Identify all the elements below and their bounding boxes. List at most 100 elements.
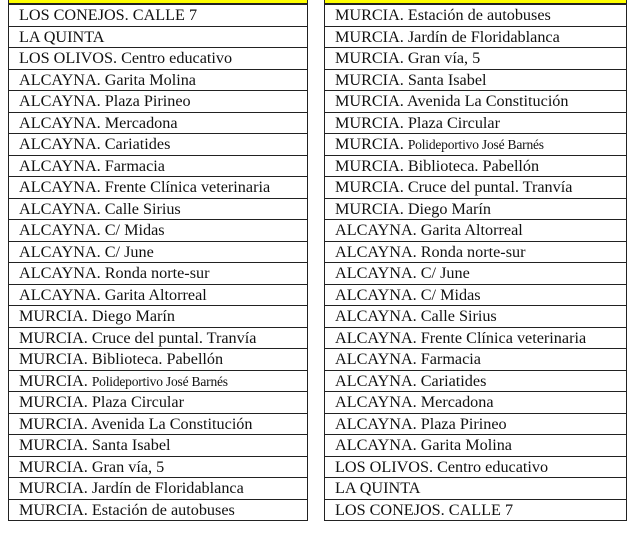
table-row: ALCAYNA. Ronda norte-sur [324, 241, 627, 263]
table-row: ALCAYNA. Cariatides [8, 134, 308, 156]
table-row: MURCIA. Santa Isabel [324, 69, 627, 91]
table-row: MURCIA. Diego Marín [324, 198, 627, 220]
table-row: MURCIA. Estación de autobuses [324, 4, 627, 27]
stop-name: ALCAYNA. Garita Altorreal [335, 221, 523, 239]
stop-name: LOS OLIVOS. Centro educativo [335, 457, 549, 476]
table-row: LA QUINTA [8, 26, 308, 48]
stop-name: MURCIA. Diego Marín [335, 199, 492, 218]
stop-name: MURCIA. [19, 371, 88, 390]
table-row: ALCAYNA. Farmacia [8, 155, 308, 177]
stop-name: ALCAYNA. Calle Sirius [335, 307, 497, 325]
stop-name: MURCIA. [335, 135, 404, 153]
stop-name: ALCAYNA. Calle Sirius [19, 199, 181, 218]
stop-name: ALCAYNA. Ronda norte-sur [19, 264, 210, 282]
stop-name: LOS CONEJOS. CALLE 7 [19, 6, 198, 24]
stop-name: ALCAYNA. Frente Clínica veterinaria [335, 328, 587, 347]
table-row: MURCIA. Gran vía, 5 [8, 456, 308, 478]
stop-name: MURCIA. Estación de autobuses [335, 6, 551, 24]
stop-name: ALCAYNA. Garita Molina [335, 436, 512, 454]
table-row: MURCIA. Polideportivo José Barnés [324, 134, 627, 156]
stop-name: MURCIA. Diego Marín [19, 307, 176, 325]
table-row: ALCAYNA. Garita Altorreal [8, 284, 308, 306]
stop-name: ALCAYNA. Garita Altorreal [19, 285, 207, 304]
table-row: LOS CONEJOS. CALLE 7 [324, 499, 627, 521]
table-row: ALCAYNA. Garita Altorreal [324, 220, 627, 242]
table-row: ALCAYNA. C/ June [324, 263, 627, 285]
return-stops-table: MURCIA. Estación de autobuses MURCIA. Jar… [324, 0, 627, 521]
stop-name: MURCIA. Santa Isabel [335, 70, 487, 89]
stop-name: MURCIA. Gran vía, 5 [19, 457, 165, 476]
stop-name: MURCIA. Gran vía, 5 [335, 49, 481, 67]
table-row: ALCAYNA. Calle Sirius [324, 306, 627, 328]
stop-name: LA QUINTA [19, 27, 105, 46]
stop-name: ALCAYNA. Garita Molina [19, 70, 196, 89]
table-row: ALCAYNA. C/ June [8, 241, 308, 263]
table-row: ALCAYNA. C/ Midas [8, 220, 308, 242]
stop-name: ALCAYNA. Frente Clínica veterinaria [19, 178, 271, 196]
table-row: LOS CONEJOS. CALLE 7 [8, 4, 308, 27]
table-row: ALCAYNA. Mercadona [8, 112, 308, 134]
stop-name: MURCIA. Jardín de Floridablanca [335, 27, 560, 46]
table-row: ALCAYNA. Plaza Pirineo [324, 413, 627, 435]
stop-name: MURCIA. Santa Isabel [19, 436, 171, 454]
table-row: MURCIA. Biblioteca. Pabellón [324, 155, 627, 177]
stop-detail: Polideportivo José Barnés [91, 373, 228, 389]
table-row: ALCAYNA. Farmacia [324, 349, 627, 371]
stop-name: MURCIA. Biblioteca. Pabellón [335, 156, 540, 175]
stop-name: ALCAYNA. Mercadona [19, 113, 178, 132]
table-row: MURCIA. Santa Isabel [8, 435, 308, 457]
table-row: MURCIA. Gran vía, 5 [324, 48, 627, 70]
stop-name: ALCAYNA. Farmacia [19, 156, 165, 175]
stop-name: MURCIA. Cruce del puntal. Tranvía [19, 328, 257, 347]
stop-name: MURCIA. Avenida La Constitución [335, 92, 569, 110]
table-row: ALCAYNA. Frente Clínica veterinaria [8, 177, 308, 199]
table-row: MURCIA. Jardín de Floridablanca [8, 478, 308, 500]
table-row: MURCIA. Plaza Circular [8, 392, 308, 414]
stop-name: ALCAYNA. C/ June [19, 242, 154, 261]
table-row: ALCAYNA. Ronda norte-sur [8, 263, 308, 285]
stop-name: MURCIA. Jardín de Floridablanca [19, 479, 244, 497]
table-row: MURCIA. Avenida La Constitución [8, 413, 308, 435]
table-row: LOS OLIVOS. Centro educativo [8, 48, 308, 70]
header-strip [324, 0, 627, 4]
stop-name: MURCIA. Cruce del puntal. Tranvía [335, 178, 573, 196]
table-row: MURCIA. Plaza Circular [324, 112, 627, 134]
table-row: MURCIA. Estación de autobuses [8, 499, 308, 521]
table-row: MURCIA. Polideportivo José Barnés [8, 370, 308, 392]
table-row: ALCAYNA. C/ Midas [324, 284, 627, 306]
table-row: MURCIA. Cruce del puntal. Tranvía [8, 327, 308, 349]
stop-name: ALCAYNA. Plaza Pirineo [335, 414, 507, 433]
stop-name: ALCAYNA. Plaza Pirineo [19, 92, 191, 110]
table-row: ALCAYNA. Cariatides [324, 370, 627, 392]
outbound-stops-table: LOS CONEJOS. CALLE 7 LA QUINTA LOS OLIVOS.… [8, 0, 308, 521]
stop-name: ALCAYNA. C/ Midas [19, 221, 165, 239]
header-strip [8, 0, 308, 4]
stop-name: LA QUINTA [335, 479, 421, 497]
table-row: MURCIA. Diego Marín [8, 306, 308, 328]
stop-name: LOS OLIVOS. Centro educativo [19, 49, 233, 67]
table-row: LOS OLIVOS. Centro educativo [324, 456, 627, 478]
table-row: ALCAYNA. Garita Molina [8, 69, 308, 91]
stop-name: ALCAYNA. Cariatides [335, 371, 487, 390]
stop-name: ALCAYNA. Cariatides [19, 135, 171, 153]
stop-name: MURCIA. Estación de autobuses [19, 500, 235, 519]
table-row: ALCAYNA. Calle Sirius [8, 198, 308, 220]
table-row: ALCAYNA. Garita Molina [324, 435, 627, 457]
table-row: MURCIA. Cruce del puntal. Tranvía [324, 177, 627, 199]
stop-name: ALCAYNA. Mercadona [335, 393, 494, 411]
stop-name: ALCAYNA. Ronda norte-sur [335, 242, 526, 261]
stop-name: LOS CONEJOS. CALLE 7 [335, 500, 514, 519]
stop-name: ALCAYNA. C/ Midas [335, 285, 481, 304]
stop-name: ALCAYNA. Farmacia [335, 350, 481, 368]
stop-name: MURCIA. Biblioteca. Pabellón [19, 350, 224, 368]
table-row: MURCIA. Jardín de Floridablanca [324, 26, 627, 48]
stop-name: MURCIA. Plaza Circular [335, 113, 500, 132]
table-row: ALCAYNA. Plaza Pirineo [8, 91, 308, 113]
table-row: MURCIA. Biblioteca. Pabellón [8, 349, 308, 371]
stop-detail: Polideportivo José Barnés [407, 137, 544, 152]
stop-name: MURCIA. Plaza Circular [19, 393, 184, 411]
table-row: ALCAYNA. Mercadona [324, 392, 627, 414]
table-row: MURCIA. Avenida La Constitución [324, 91, 627, 113]
stop-name: MURCIA. Avenida La Constitución [19, 414, 253, 433]
table-row: ALCAYNA. Frente Clínica veterinaria [324, 327, 627, 349]
